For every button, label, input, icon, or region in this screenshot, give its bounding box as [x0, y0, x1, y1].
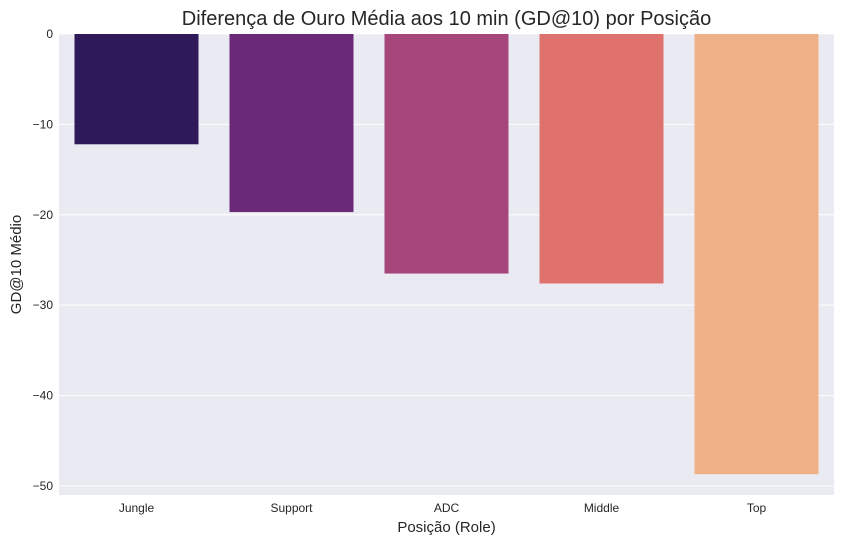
- bar-adc: [384, 34, 509, 274]
- bar-top: [694, 34, 819, 475]
- y-tick-label: 0: [46, 27, 53, 41]
- bar-support: [229, 34, 354, 213]
- y-tick-label: −10: [33, 117, 54, 131]
- bar-jungle: [74, 34, 199, 145]
- y-axis-label: GD@10 Médio: [8, 215, 25, 314]
- x-tick-label: Support: [270, 501, 313, 515]
- x-tick-label: ADC: [434, 501, 460, 515]
- x-tick-label: Jungle: [119, 501, 155, 515]
- y-tick-label: −30: [33, 298, 54, 312]
- y-tick-label: −40: [33, 389, 54, 403]
- y-tick-label: −50: [33, 479, 54, 493]
- bar-middle: [539, 34, 664, 284]
- x-axis-label: Posição (Role): [397, 519, 495, 536]
- x-tick-label: Top: [747, 501, 767, 515]
- y-tick-labels: 0 −10 −20 −30 −40 −50: [33, 27, 54, 493]
- chart-title: Diferença de Ouro Média aos 10 min (GD@1…: [182, 8, 711, 30]
- x-tick-labels: Jungle Support ADC Middle Top: [119, 501, 767, 515]
- bars: [74, 34, 819, 475]
- y-tick-label: −20: [33, 208, 54, 222]
- x-tick-label: Middle: [584, 501, 620, 515]
